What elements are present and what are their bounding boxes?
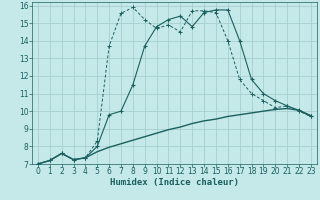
X-axis label: Humidex (Indice chaleur): Humidex (Indice chaleur) (110, 178, 239, 187)
